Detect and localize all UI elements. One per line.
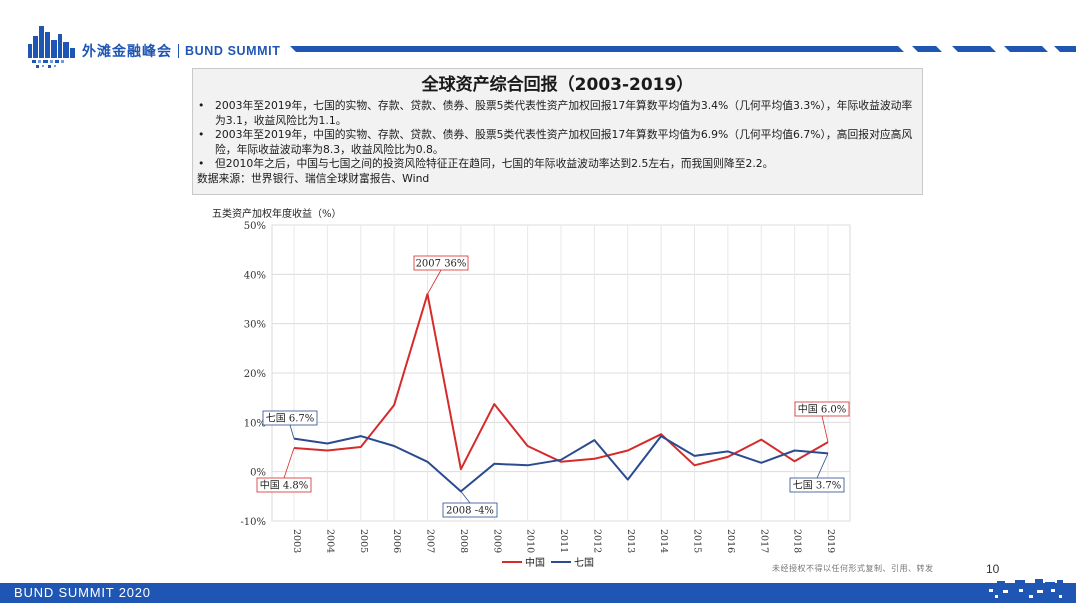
copyright-note: 未经授权不得以任何形式复制、引用、转发 [772, 564, 934, 573]
x-tick-label: 2015 [692, 529, 703, 553]
callout-box [794, 401, 850, 417]
g7-line [293, 435, 829, 493]
bund-summit-logo [28, 26, 75, 68]
legend-label: 中国 [525, 556, 545, 569]
callout-leader [283, 447, 295, 479]
summary-title: 全球资产综合回报（2003-2019） [421, 75, 694, 95]
callout-box [262, 410, 318, 426]
y-tick-label: -10% [240, 517, 266, 528]
x-tick-label: 2003 [291, 529, 302, 553]
brand-name-en: BUND SUMMIT [185, 44, 281, 58]
y-tick-label: 50% [244, 221, 266, 232]
series-lines [293, 293, 829, 493]
callout-label: 七国 3.7% [793, 480, 842, 492]
x-tick-label: 2008 [458, 529, 469, 553]
footer-bar [0, 583, 1076, 603]
callout-box [256, 477, 312, 493]
callout-label: 中国 4.8% [260, 479, 309, 492]
brand-name-cn: 外滩金融峰会 [82, 44, 172, 60]
y-tick-label: 40% [244, 270, 266, 281]
data-source: 数据来源：世界银行、瑞信全球财富报告、Wind [197, 171, 430, 185]
x-tick-label: 2014 [658, 529, 669, 553]
callout-label: 七国 6.7% [266, 413, 315, 425]
callout-leader [427, 269, 442, 295]
callout-leader [821, 415, 829, 443]
x-tick-label: 2004 [324, 529, 335, 553]
x-tick-label: 2016 [725, 529, 736, 553]
x-tick-label: 2006 [391, 529, 402, 553]
summary-bullet: 2003年至2019年，七国的实物、存款、贷款、债券、股票5类代表性资产加权回报… [193, 99, 922, 128]
callout-box [413, 255, 469, 271]
callout-box [789, 477, 845, 493]
x-tick-label: 2019 [825, 529, 836, 553]
y-tick-label: 30% [244, 320, 266, 331]
x-tick-label: 2010 [525, 529, 536, 553]
y-axis-ticks: 50% 40% 30% 20% 10% 0% -10% [240, 221, 266, 528]
callout-label: 2007 36% [416, 259, 467, 270]
callout-box [442, 502, 498, 518]
callout-leader [460, 491, 471, 504]
y-tick-label: 20% [244, 369, 266, 380]
gridlines [272, 224, 850, 522]
page-number: 10 [986, 562, 1000, 576]
legend: 中国 七国 [502, 556, 594, 569]
x-tick-label: 2005 [358, 529, 369, 553]
x-tick-label: 2017 [758, 529, 769, 553]
legend-label: 七国 [574, 557, 594, 569]
x-tick-label: 2018 [792, 529, 803, 553]
callout-label: 2008 -4% [446, 506, 494, 517]
callout-label: 中国 6.0% [798, 403, 847, 416]
summary-box: 全球资产综合回报（2003-2019） 2003年至2019年，七国的实物、存款… [192, 68, 923, 195]
chart-title: 五类资产加权年度收益（%） [212, 207, 342, 220]
x-axis-ticks: 2003 2004 2005 2006 2007 2008 2009 2010 … [291, 529, 836, 553]
y-tick-label: 10% [244, 418, 266, 429]
callouts: 2007 36% 七国 6.7% 中国 4.8% 2008 -4% 中国 6.0… [256, 255, 850, 518]
callout-leader [816, 453, 829, 479]
x-tick-label: 2007 [425, 529, 436, 553]
header-stripe [290, 46, 1076, 52]
x-tick-label: 2013 [625, 529, 636, 553]
summary-bullet: 但2010年之后，中国与七国之间的投资风险特征正在趋同，七国的年际收益波动率达到… [193, 157, 922, 172]
callout-leader [289, 424, 295, 439]
x-tick-label: 2011 [558, 529, 569, 553]
footer-event-name: BUND SUMMIT 2020 [14, 585, 151, 600]
summary-bullet: 2003年至2019年，中国的实物、存款、贷款、债券、股票5类代表性资产加权回报… [193, 128, 922, 157]
summary-bullets: 2003年至2019年，七国的实物、存款、贷款、债券、股票5类代表性资产加权回报… [193, 99, 922, 172]
y-tick-label: 0% [250, 468, 266, 479]
pixel-decoration [985, 579, 1071, 598]
brand-name: 外滩金融峰会 BUND SUMMIT [82, 41, 280, 61]
returns-line-chart: 五类资产加权年度收益（%） 50% 40% 30% 20% 10% 0% -10… [212, 207, 851, 569]
x-tick-label: 2012 [591, 529, 602, 553]
brand-separator [178, 44, 179, 58]
x-tick-label: 2009 [491, 529, 502, 553]
